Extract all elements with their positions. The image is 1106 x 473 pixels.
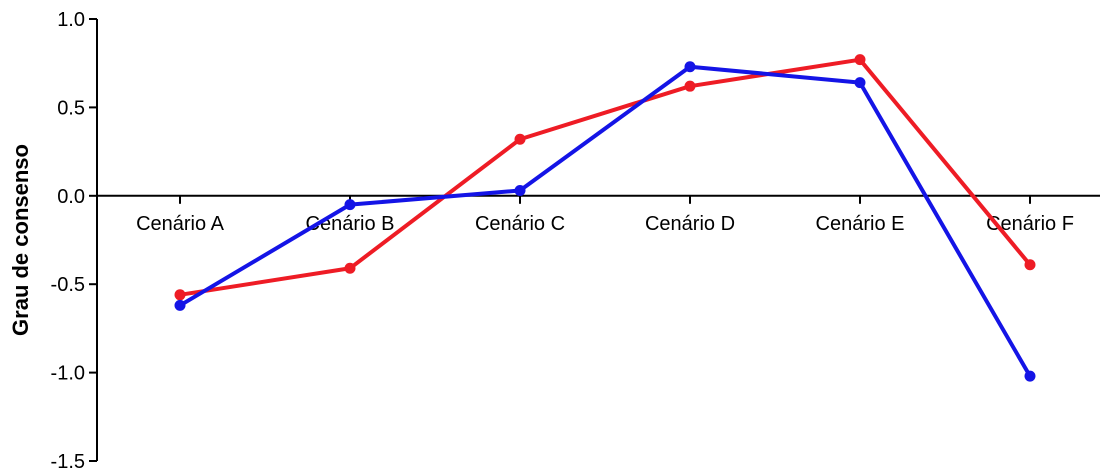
y-tick-label: -1.5 xyxy=(51,451,85,473)
category-labels: Cenário A Cenário B Cenário C Cenário D Cená… xyxy=(136,213,1074,235)
data-point xyxy=(344,199,356,211)
data-point xyxy=(174,299,186,311)
category-label: Cenário D xyxy=(645,213,735,235)
series-layer xyxy=(174,54,1036,382)
series-2 xyxy=(174,61,1036,382)
data-point xyxy=(514,133,526,145)
data-point xyxy=(514,184,526,196)
data-point xyxy=(684,80,696,92)
data-point xyxy=(684,61,696,73)
data-point xyxy=(1024,259,1036,271)
series-line xyxy=(178,64,1032,378)
data-point xyxy=(1024,370,1036,382)
category-label: Cenário A xyxy=(136,213,224,235)
category-label: Cenário F xyxy=(986,213,1074,235)
data-point xyxy=(854,77,866,89)
series-line xyxy=(179,57,1032,297)
data-point xyxy=(174,289,186,301)
series-1 xyxy=(174,54,1036,301)
y-tick-label: 0.5 xyxy=(57,97,85,119)
y-tick-label: -0.5 xyxy=(51,274,85,296)
axes: 1.0 0.5 0.0 -0.5 -1.0 -1.5 xyxy=(51,9,1100,473)
y-axis-title: Grau de consenso xyxy=(8,144,33,336)
y-tick-label: 0.0 xyxy=(57,186,85,208)
category-label: Cenário E xyxy=(816,213,905,235)
data-point xyxy=(854,54,866,66)
category-label: Cenário C xyxy=(475,213,565,235)
y-tick-label: -1.0 xyxy=(51,363,85,385)
y-tick-label: 1.0 xyxy=(57,9,85,31)
data-point xyxy=(344,262,356,274)
